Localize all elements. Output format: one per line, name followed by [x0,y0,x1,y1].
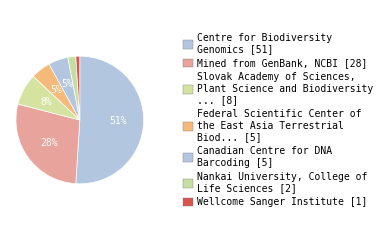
Wedge shape [18,76,80,120]
Text: 51%: 51% [109,116,127,126]
Wedge shape [49,57,80,120]
Text: 5%: 5% [51,85,62,95]
Text: 28%: 28% [40,138,58,148]
Legend: Centre for Biodiversity
Genomics [51], Mined from GenBank, NCBI [28], Slovak Aca: Centre for Biodiversity Genomics [51], M… [181,31,375,209]
Wedge shape [76,56,80,120]
Text: 8%: 8% [40,96,52,107]
Text: 5%: 5% [61,79,73,89]
Wedge shape [33,64,80,120]
Wedge shape [68,56,80,120]
Wedge shape [76,56,144,184]
Wedge shape [16,104,80,184]
